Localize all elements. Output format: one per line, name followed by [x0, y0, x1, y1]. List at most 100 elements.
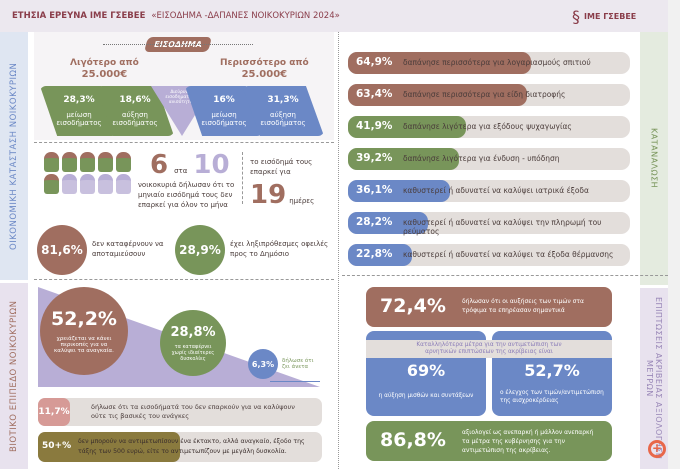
card-pct: 31,3% — [267, 95, 299, 105]
bar-pct: 22,8% — [356, 248, 393, 260]
people-icons — [44, 152, 136, 194]
section-label-living: ΒΙΟΤΙΚΟ ΕΠΙΠΕΔΟ ΝΟΙΚΟΚΥΡΙΩΝ — [0, 283, 28, 469]
bar-pct: 28,2% — [356, 216, 393, 228]
title-right: «ΕΙΣΟΔΗΜΑ -ΔΑΠΑΝΕΣ ΝΟΙΚΟΚΥΡΙΩΝ 2024» — [151, 11, 340, 21]
row-text: δήλωσε ότι τα εισοδήματά του δεν επαρκού… — [91, 403, 295, 420]
card-pct: 16% — [213, 95, 235, 105]
person-icon — [44, 174, 59, 194]
bar-fill — [348, 180, 450, 202]
impact-bottom-box: 86,8% αξιολογεί ως ανεπαρκή ή μάλλον ανε… — [366, 421, 612, 461]
bar-fill — [348, 148, 459, 170]
bar-pct: 41,9% — [356, 120, 393, 132]
measure-1-text: η αύξηση μισθών και συντάξεων — [378, 393, 474, 399]
row-emergency: 50+% δεν μπορούν να αντιμετωπίσουν ένα έ… — [38, 432, 322, 462]
more-label-text: Περισσότερο από — [220, 58, 309, 68]
person-icon — [62, 174, 77, 194]
impact-top-box: 72,4% δήλωσαν ότι οι αυξήσεις των τιμών … — [366, 287, 612, 327]
measure-2-pct: 52,7% — [524, 361, 580, 380]
days-unit: ημέρες — [289, 197, 315, 205]
person-icon — [116, 152, 131, 172]
person-icon — [44, 152, 59, 172]
bar-text: δαπάνησε λιγότερα για ένδυση - υπόδηση — [403, 154, 560, 163]
days-value: 19 — [250, 180, 287, 210]
person-icon — [80, 152, 95, 172]
measure-1-pct: 69% — [406, 361, 446, 380]
living-big-circle: 52,2% χρειάζεται να κάνει περικοπές για ν… — [40, 287, 128, 375]
bar-text: καθυστερεί ή αδυνατεί να καλύψει την πλη… — [403, 218, 602, 236]
bar-pct: 36,1% — [356, 184, 393, 196]
bar-fill — [348, 52, 532, 74]
divider-left-2 — [34, 279, 334, 280]
bar-fill — [348, 212, 428, 234]
stat-savings-circle: 81,6% — [37, 225, 87, 275]
divider-vertical — [338, 32, 339, 469]
impact-top-pct: 72,4% — [380, 295, 446, 317]
consumption-bar: 36,1% καθυστερεί ή αδυνατεί να καλύψει ια… — [348, 180, 630, 202]
bar-text: δαπάνησε περισσότερα για είδη διατροφής — [403, 90, 566, 99]
days-divider — [242, 152, 243, 204]
row-pct: 11,7% — [38, 398, 70, 426]
card-text: μείωση εισοδήματος — [201, 111, 247, 127]
bar-text: δαπάνησε περισσότερα για λογαριασμούς σπ… — [403, 58, 591, 67]
households-text: νοικοκυριά δήλωσαν ότι το μηνιαίο εισόδη… — [138, 181, 235, 209]
bar-fill — [348, 244, 413, 266]
lion-logo-icon: § — [572, 7, 580, 26]
section-label-economic: ΟΙΚΟΝΟΜΙΚΗ ΚΑΤΑΣΤΑΣΗ ΝΟΙΚΟΚΥΡΙΩΝ — [0, 32, 28, 280]
section-label-consumption: ΚΑΤΑΝΑΛΩΣΗ — [640, 32, 668, 285]
consumption-bar: 39,2% δαπάνησε λιγότερα για ένδυση - υπόδ… — [348, 148, 630, 170]
card-text: αύξηση εισοδήματος — [112, 111, 158, 127]
bar-text: καθυστερεί ή αδυνατεί να καλύψει τα έξοδ… — [403, 250, 614, 259]
less-label: Λιγότερο από 25.000€ — [70, 57, 139, 81]
row-pct: 50+% — [42, 441, 72, 451]
bar-pct: 39,2% — [356, 152, 393, 164]
days-text: το εισόδημά τους επαρκεί για — [250, 158, 313, 176]
row-basic-needs: 11,7% δήλωσε ότι τα εισοδήματά του δεν ε… — [38, 398, 322, 426]
more-label: Περισσότερο από 25.000€ — [220, 57, 309, 81]
bar-fill — [348, 84, 527, 106]
person-icon — [116, 174, 131, 194]
connector-line — [103, 44, 253, 45]
living-baseline — [270, 381, 320, 382]
row-text: δεν μπορούν να αντιμετωπίσουν ένα έκτακτ… — [78, 438, 305, 455]
living-big-text: χρειάζεται να κάνει περικοπές για να καλ… — [54, 336, 114, 354]
living-mid-circle: 28,8% τα καταφέρνει χωρίς ιδιαίτερες δυσκ… — [160, 310, 226, 376]
card-pct: 28,3% — [63, 95, 95, 105]
living-mid-text: τα καταφέρνει χωρίς ιδιαίτερες δυσκολίες — [171, 343, 215, 362]
header-title: ΕΤΗΣΙΑ ΕΡΕΥΝΑ ΙΜΕ ΓΣΕΒΕΕ «ΕΙΣΟΔΗΜΑ -ΔΑΠΑ… — [12, 11, 340, 21]
header-bar — [0, 0, 668, 32]
measures-title: Καταλληλότερα μέτρα για την αντιμετώπιση… — [366, 340, 612, 358]
consumption-bar: 22,8% καθυστερεί ή αδυνατεί να καλύψει τα… — [348, 244, 630, 266]
title-left: ΕΤΗΣΙΑ ΕΡΕΥΝΑ ΙΜΕ ΓΣΕΒΕΕ — [12, 11, 146, 21]
row-fill — [38, 432, 180, 462]
living-small-text: δήλωσε ότι ζει άνετα — [282, 358, 314, 370]
stat-savings-text: δεν καταφέρνουν να αποταμιεύσουν — [92, 240, 164, 258]
card-text: μείωση εισοδήματος — [56, 111, 102, 127]
more-value: 25.000€ — [241, 69, 288, 80]
households-ratio: 6 στα 10 — [150, 150, 230, 180]
bar-text: καθυστερεί ή αδυνατεί να καλύψει ιατρικά… — [403, 186, 589, 195]
person-icon — [80, 174, 95, 194]
impact-top-text: δήλωσαν ότι οι αυξήσεις των τιμών στα τρ… — [462, 298, 584, 314]
bar-text: δαπάνησε λιγότερα για εξόδους ψυχαγωγίας — [403, 122, 572, 131]
less-value: 25.000€ — [81, 69, 128, 80]
divider-right — [342, 275, 668, 276]
inequality-text: Διεύρυνση εισοδηματικής ανισότητας — [165, 90, 199, 105]
living-small-circle: 6,3% — [248, 349, 278, 379]
impact-bottom-pct: 86,8% — [380, 429, 446, 451]
consumption-bar: 28,2% καθυστερεί ή αδυνατεί να καλύψει τη… — [348, 212, 630, 236]
ratio-den: 10 — [193, 150, 230, 180]
stat-debt-circle: 28,9% — [175, 225, 225, 275]
days: 19 ημέρες — [250, 180, 314, 210]
card-text: αύξηση εισοδήματος — [260, 111, 306, 127]
living-mid-pct: 28,8% — [170, 324, 216, 340]
logo-text: ΙΜΕ ΓΣΕΒΕΕ — [584, 12, 637, 21]
consumption-bar: 41,9% δαπάνησε λιγότερα για εξόδους ψυχαγ… — [348, 116, 630, 138]
person-icon — [98, 152, 113, 172]
consumption-bar: 63,4% δαπάνησε περισσότερα για είδη διατρ… — [348, 84, 630, 106]
bar-fill — [348, 116, 467, 138]
measure-2-text: ο έλεγχος των τιμών/αντιμετώπιση της αισ… — [500, 390, 604, 404]
divider-left — [34, 142, 334, 143]
person-icon — [98, 174, 113, 194]
person-icon — [62, 152, 77, 172]
zoom-in-icon[interactable]: + — [648, 440, 666, 458]
